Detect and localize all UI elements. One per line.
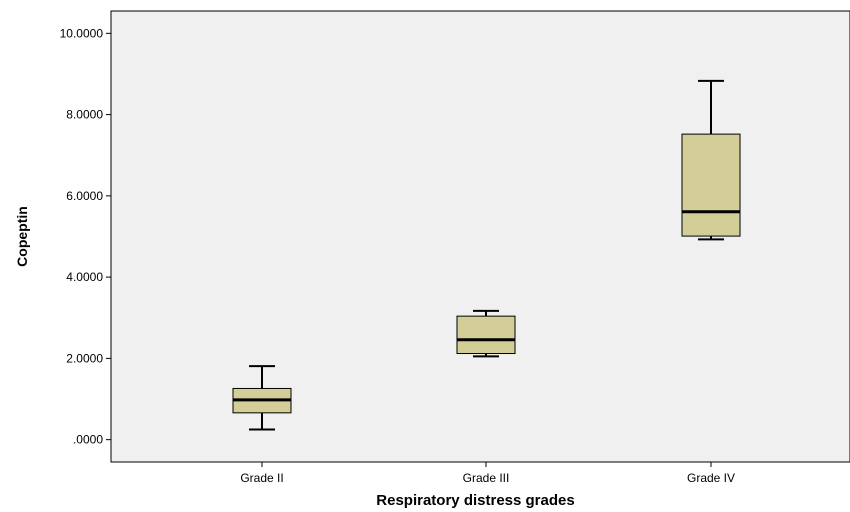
y-tick-label: 2.0000 <box>66 351 103 365</box>
y-tick-label: 4.0000 <box>66 270 103 284</box>
y-tick-label: 10.0000 <box>60 26 104 40</box>
box-group <box>681 79 741 241</box>
y-tick-label: 8.0000 <box>66 108 103 122</box>
y-axis-title: Copeptin <box>14 206 30 267</box>
y-tick-label: 6.0000 <box>66 189 103 203</box>
x-tick-label: Grade II <box>240 471 283 485</box>
box-series <box>232 79 741 431</box>
x-tick-label: Grade IV <box>687 471 735 485</box>
y-tick-label: .0000 <box>73 433 103 447</box>
interquartile-box <box>681 133 741 237</box>
box-group <box>232 365 292 431</box>
x-axis-title: Respiratory distress grades <box>376 492 574 509</box>
x-axis: Grade II Grade III Grade IV <box>240 462 735 485</box>
x-tick-label: Grade III <box>463 471 510 485</box>
interquartile-box <box>456 315 516 355</box>
box-group <box>456 309 516 358</box>
y-axis: .0000 2.0000 4.0000 6.0000 8.0000 10.0000 <box>60 26 111 447</box>
